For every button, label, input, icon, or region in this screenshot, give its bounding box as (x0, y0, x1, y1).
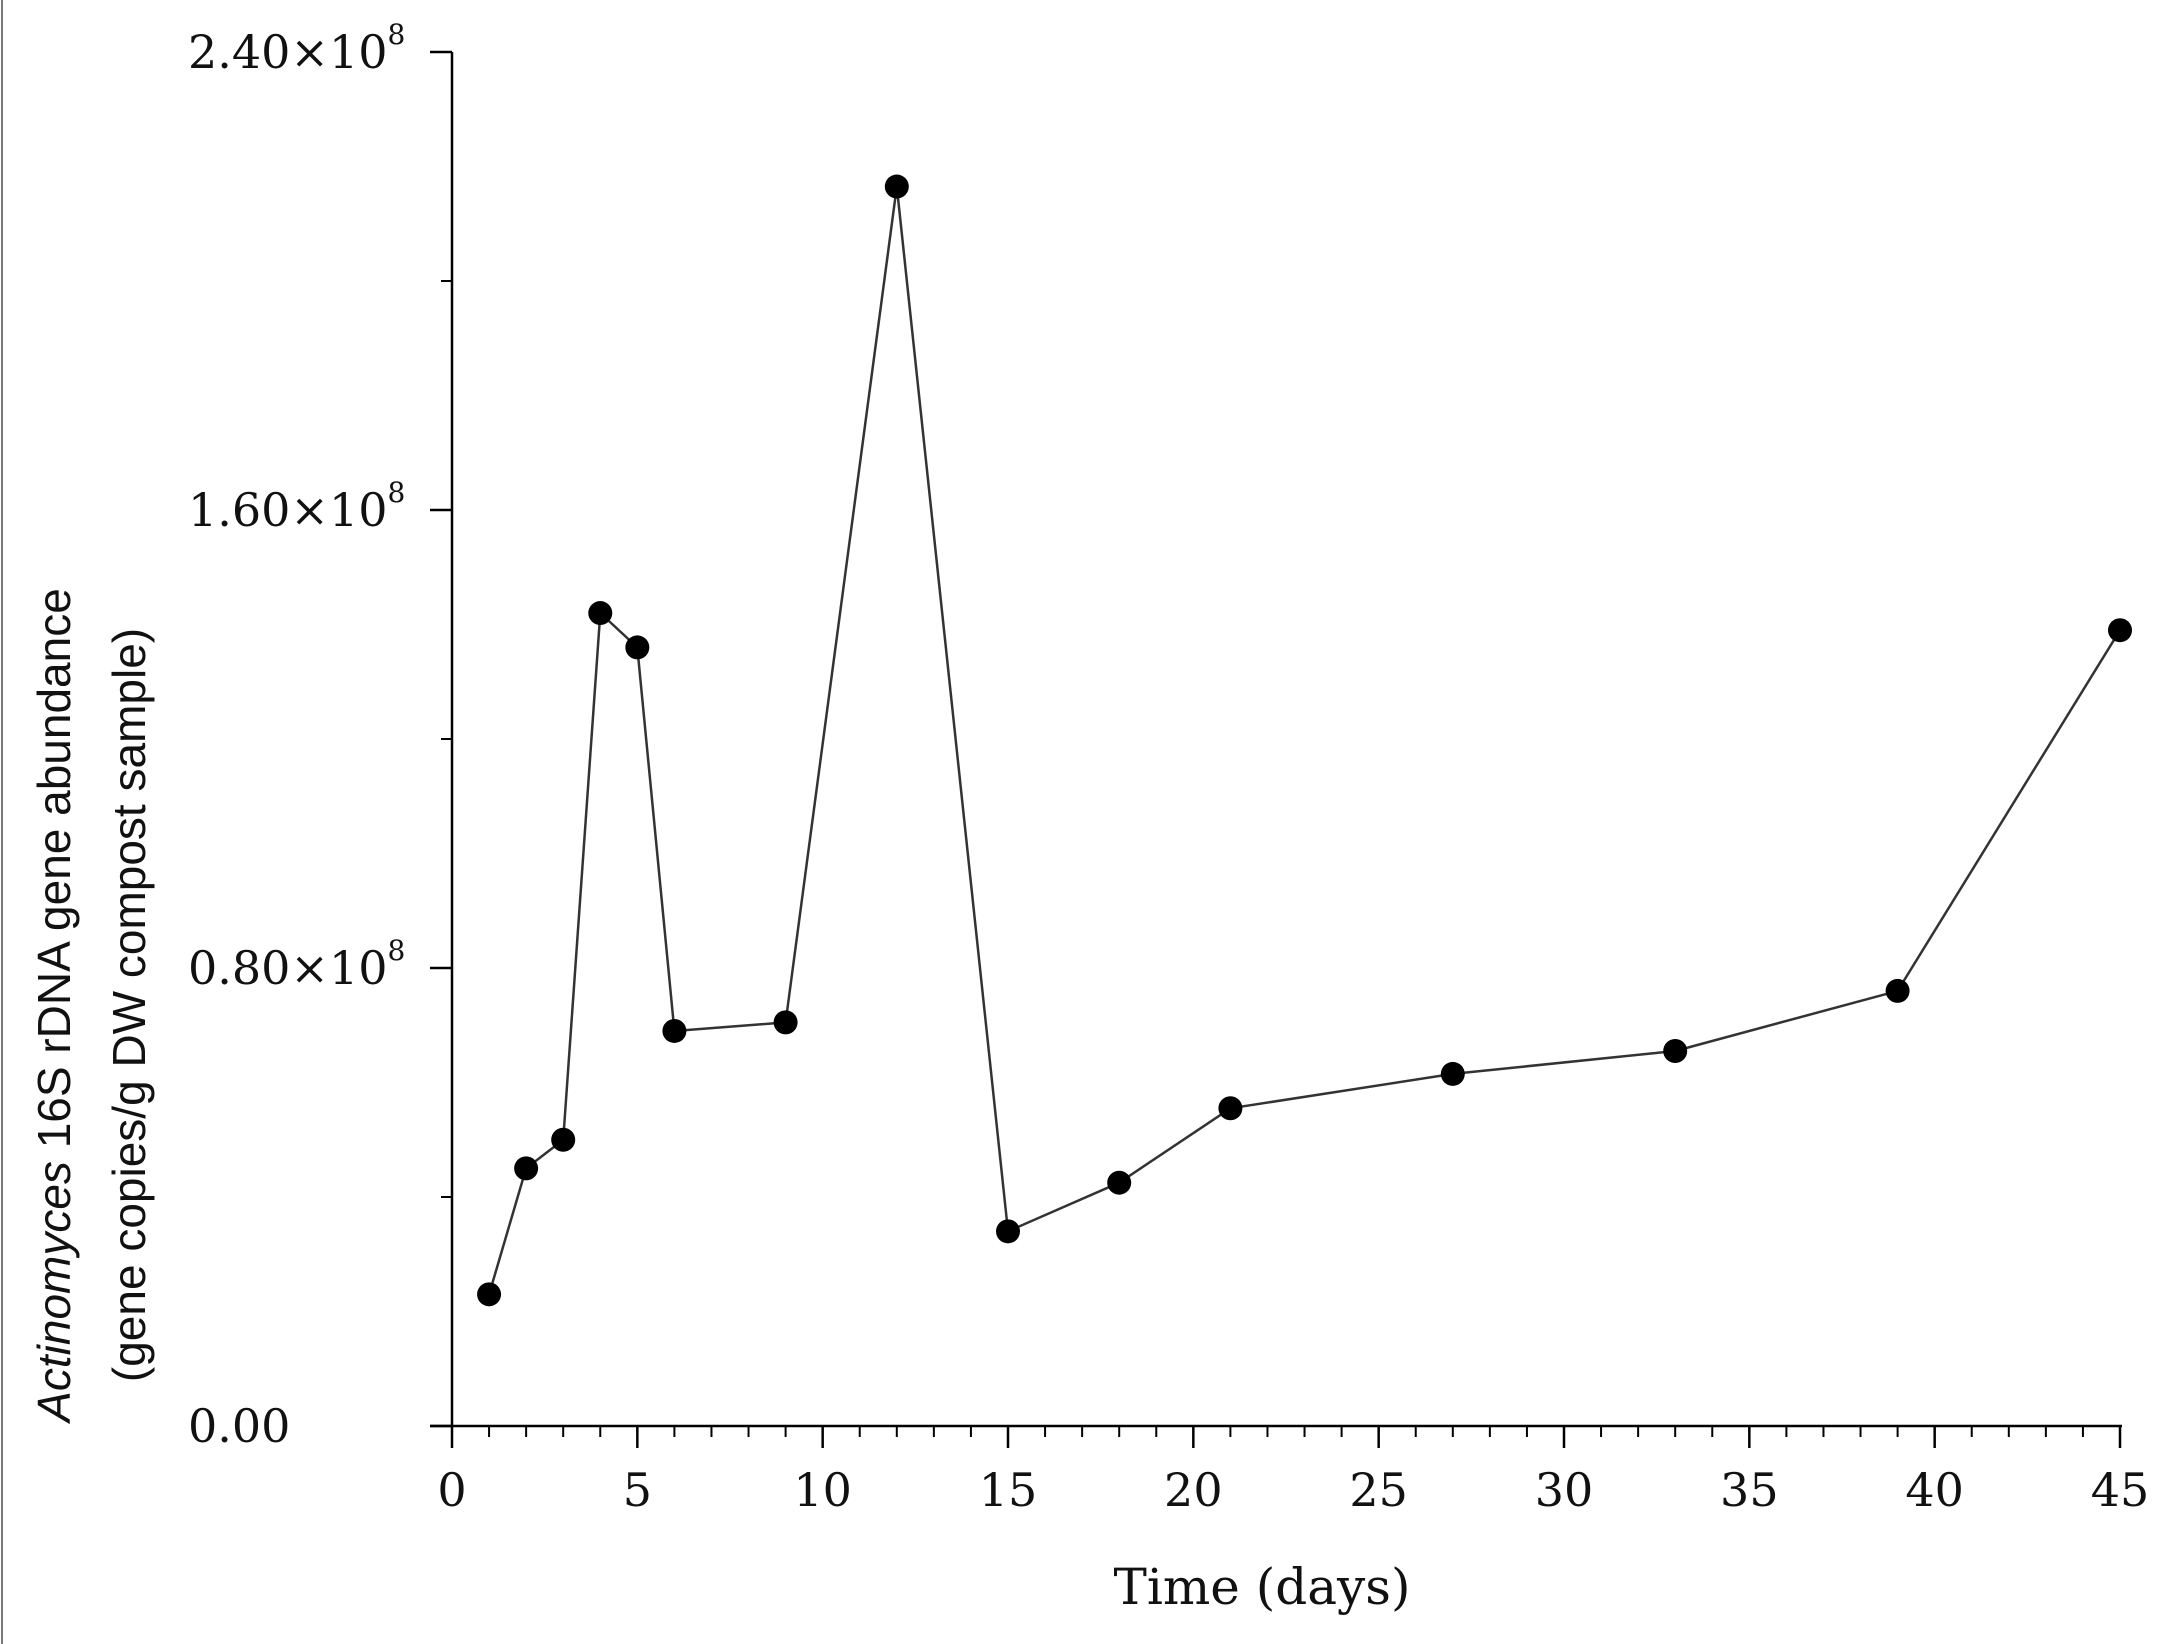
y-tick-label: 0.80×108 (188, 934, 405, 995)
y-axis-title: Actinomyces 16S rDNA gene abundance (28, 588, 80, 1425)
y-axis-title-rest: 16S rDNA gene abundance (28, 588, 80, 1161)
y-tick-exponent: 8 (388, 934, 406, 967)
y-tick-times: × (290, 941, 329, 995)
tick-labels: 0 5 10 15 20 25 30 35 40 450.000.80×1081.60×1082.… (188, 18, 2149, 1517)
y-tick-base: 10 (329, 25, 388, 79)
data-point (1218, 1096, 1243, 1121)
x-tick-label: 30 (1535, 1463, 1594, 1517)
data-point (996, 1219, 1020, 1244)
data-point (884, 174, 909, 199)
y-axis-title-line2: (gene copies/g DW compost sample) (103, 628, 155, 1382)
y-tick-base: 10 (329, 483, 388, 537)
data-series (477, 174, 2132, 1307)
y-tick-exponent: 8 (388, 18, 406, 51)
axis-titles: Time (days) Actinomyces 16S rDNA gene ab… (28, 588, 1410, 1616)
y-tick-base: 10 (329, 941, 388, 995)
y-tick-label: 2.40×108 (188, 18, 405, 79)
data-point (1885, 978, 1910, 1003)
y-tick-mantissa: 0.00 (188, 1399, 290, 1453)
x-tick-label: 45 (2091, 1463, 2150, 1517)
x-tick-label: 20 (1164, 1463, 1223, 1517)
data-point (773, 1010, 798, 1035)
data-point (1107, 1170, 1132, 1195)
data-point (1663, 1039, 1688, 1064)
x-tick-label: 25 (1349, 1463, 1408, 1517)
axis-ticks (430, 50, 2122, 1448)
y-tick-times: × (290, 483, 329, 537)
y-tick-label: 1.60×108 (188, 476, 405, 537)
y-tick-label: 0.00 (188, 1399, 290, 1453)
y-tick-mantissa: 1.60 (188, 483, 290, 537)
data-point (2108, 618, 2132, 643)
y-tick-times: × (290, 25, 329, 79)
y-tick-mantissa: 0.80 (188, 941, 290, 995)
x-axis-title: Time (days) (1114, 1558, 1411, 1616)
data-point (514, 1156, 539, 1181)
x-tick-label: 10 (793, 1463, 852, 1517)
x-tick-label: 0 (437, 1463, 466, 1517)
y-axis-title-italic: Actinomyces (28, 1161, 80, 1425)
series-line (487, 185, 2122, 1295)
data-point (477, 1282, 502, 1307)
data-point (551, 1127, 576, 1152)
x-tick-label: 15 (979, 1463, 1038, 1517)
x-tick-label: 40 (1905, 1463, 1964, 1517)
data-point (1440, 1061, 1465, 1086)
y-tick-mantissa: 2.40 (188, 25, 290, 79)
x-tick-label: 5 (623, 1463, 652, 1517)
x-tick-label: 35 (1720, 1463, 1779, 1517)
data-point (625, 635, 650, 660)
data-point (588, 601, 613, 626)
data-point (662, 1018, 687, 1043)
y-tick-exponent: 8 (388, 476, 406, 509)
